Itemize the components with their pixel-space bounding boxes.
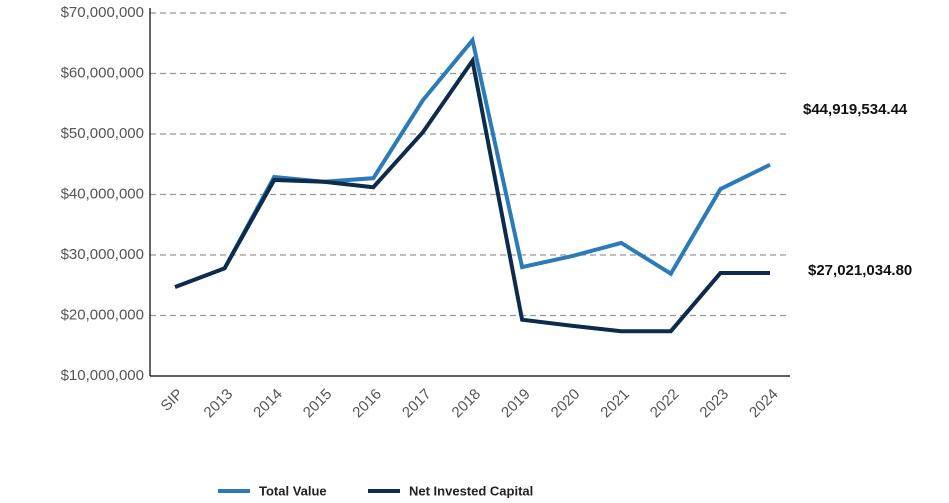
y-tick-label: $30,000,000 xyxy=(61,246,144,263)
x-tick-label: 2019 xyxy=(498,386,534,422)
x-tick-label: 2018 xyxy=(449,386,485,422)
x-tick-label: 2021 xyxy=(597,386,633,422)
x-tick-label: 2015 xyxy=(300,386,336,422)
x-tick-label: 2020 xyxy=(548,386,584,422)
end-label: $44,919,534.44 xyxy=(803,101,908,118)
y-tick-label: $10,000,000 xyxy=(61,367,144,384)
y-tick-label: $70,000,000 xyxy=(61,4,144,21)
x-tick-label: 2022 xyxy=(647,386,683,422)
legend-label: Net Invested Capital xyxy=(409,483,533,498)
x-tick-label: 2016 xyxy=(349,386,385,422)
x-tick-label: 2024 xyxy=(746,386,782,422)
y-tick-label: $20,000,000 xyxy=(61,306,144,323)
x-tick-label: 2017 xyxy=(399,386,435,422)
x-tick-label: SIP xyxy=(158,386,187,415)
x-tick-label: 2013 xyxy=(201,386,237,422)
line-series xyxy=(174,35,771,289)
legend-label: Total Value xyxy=(259,483,327,498)
line-series xyxy=(174,55,770,334)
x-tick-label: 2023 xyxy=(696,386,732,422)
y-tick-label: $60,000,000 xyxy=(61,64,144,81)
y-tick-label: $50,000,000 xyxy=(61,125,144,142)
x-tick-label: 2014 xyxy=(250,386,286,422)
y-tick-label: $40,000,000 xyxy=(61,185,144,202)
end-label: $27,021,034.80 xyxy=(808,262,912,279)
